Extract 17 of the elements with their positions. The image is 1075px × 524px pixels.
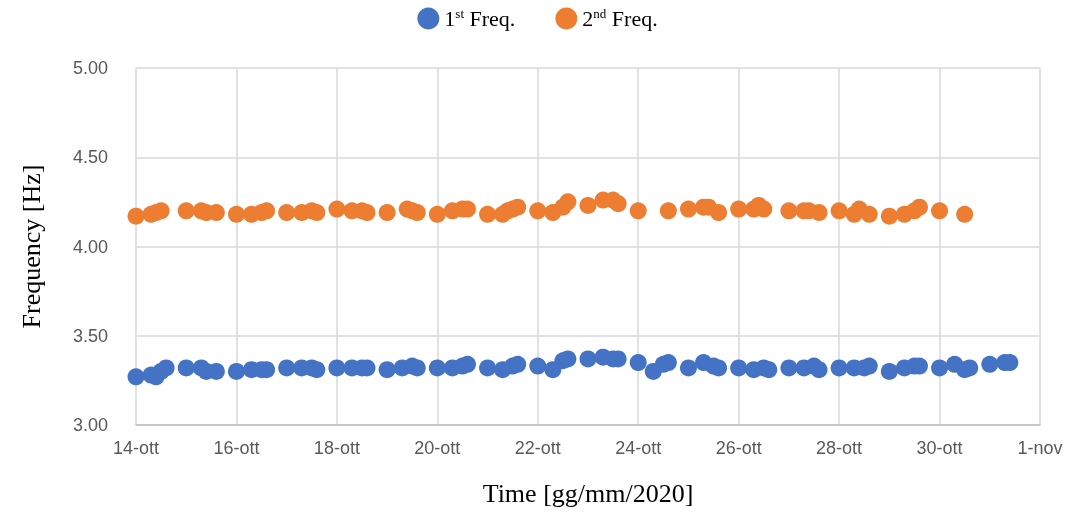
x-tick-label: 30-ott [916,438,963,458]
x-tick-label: 26-ott [715,438,762,458]
x-axis-title: Time [gg/mm/2020] [482,478,694,508]
y-axis-title: Frequency [Hz] [16,164,46,329]
x-tick-label: 22-ott [514,438,561,458]
x-tick-label: 28-ott [816,438,863,458]
x-tick-label: 16-ott [213,438,260,458]
y-tick-label: 5.00 [72,58,108,78]
x-tick-label: 24-ott [615,438,662,458]
x-tick-label: 18-ott [313,438,360,458]
y-tick-label: 4.00 [72,236,108,257]
x-tick-label: 1-nov [1017,438,1063,458]
x-tick-label: 20-ott [414,438,461,458]
y-tick-label: 3.00 [72,415,108,435]
x-tick-label: 14-ott [112,438,160,458]
y-tick-label: 4.50 [72,147,108,168]
y-tick-label: 3.50 [72,325,108,346]
